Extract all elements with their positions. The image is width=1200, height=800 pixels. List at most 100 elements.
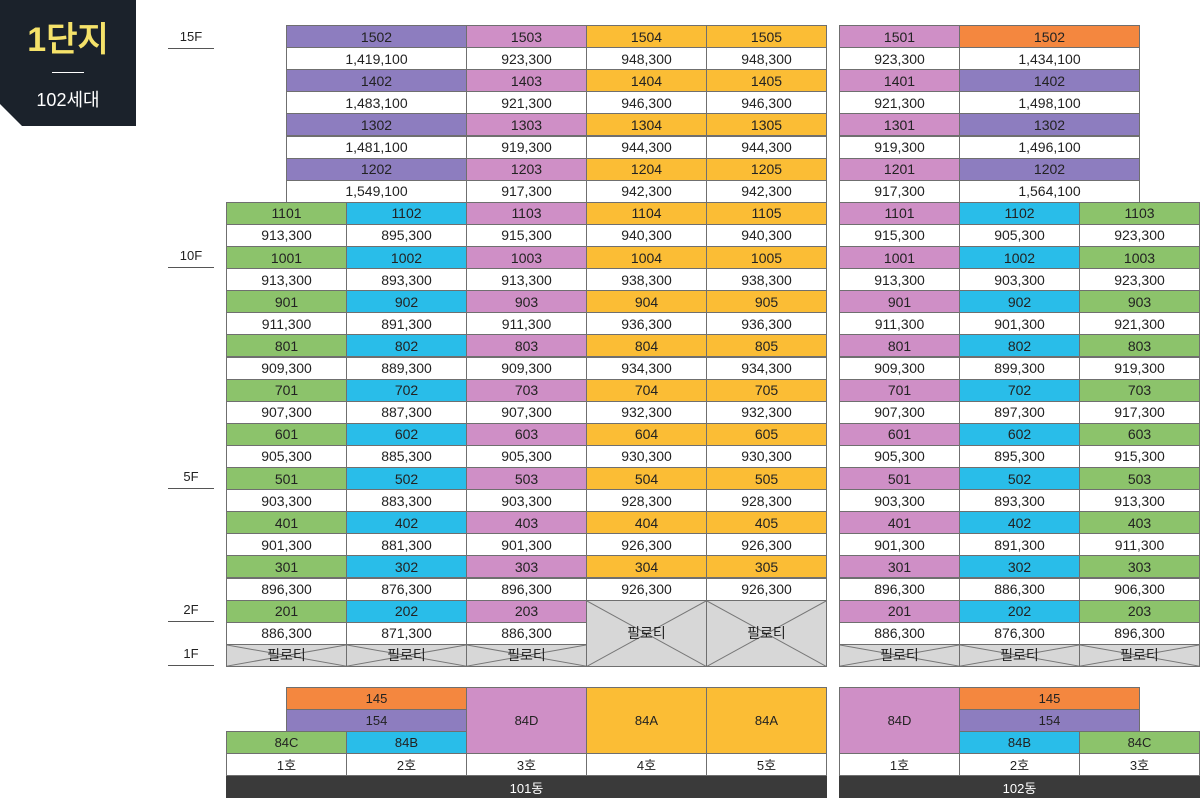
unit-cell: 1003 [466,246,587,270]
pilotis-label: 필로티 [387,647,426,664]
unit-cell: 803 [1079,334,1200,358]
unit-cell: 1101 [226,201,347,225]
price-cell: 936,300 [706,312,827,336]
pilotis-101-2: 필로티 [346,643,467,667]
price-cell: 903,300 [466,489,587,513]
unit-cell: 1304 [586,113,707,137]
unit-cell: 1001 [839,246,960,270]
unit-cell: 702 [346,378,467,402]
unit-cell: 401 [226,511,347,535]
price-cell: 930,300 [706,444,827,468]
unit-cell: 304 [586,555,707,579]
unit-cell: 1501 [839,25,960,49]
price-cell: 921,300 [1079,312,1200,336]
price-cell: 926,300 [586,577,707,601]
price-cell: 891,300 [346,312,467,336]
price-cell: 896,300 [226,577,347,601]
price-cell: 919,300 [466,135,587,159]
price-cell: 915,300 [1079,444,1200,468]
price-cell: 905,300 [839,444,960,468]
unit-cell: 504 [586,467,707,491]
price-cell: 901,300 [466,533,587,557]
price-cell: 895,300 [959,444,1080,468]
unit-cell: 801 [226,334,347,358]
unit-cell: 1301 [839,113,960,137]
price-cell: 887,300 [346,400,467,424]
legend-154-101: 154 [286,709,467,732]
price-cell: 909,300 [466,356,587,380]
price-cell: 876,300 [959,621,1080,645]
price-cell: 936,300 [586,312,707,336]
household-count: 102세대 [36,90,100,110]
unit-cell: 201 [226,599,347,623]
unit-cell: 203 [1079,599,1200,623]
price-cell: 948,300 [586,47,707,71]
unit-cell: 302 [346,555,467,579]
price-cell: 901,300 [226,533,347,557]
price-cell: 901,300 [839,533,960,557]
price-cell: 926,300 [706,533,827,557]
unit-cell: 704 [586,378,707,402]
complex-badge: 1단지 102세대 [0,0,136,126]
legend-154-102: 154 [959,709,1140,732]
unit-cell: 901 [839,290,960,314]
unit-cell: 1202 [286,157,467,181]
unit-cell: 1405 [706,69,827,93]
price-cell: 942,300 [706,179,827,203]
unit-cell: 1502 [286,25,467,49]
price-cell: 934,300 [586,356,707,380]
pilotis-101-3: 필로티 [466,643,587,667]
price-cell: 871,300 [346,621,467,645]
unit-cell: 201 [839,599,960,623]
unit-cell: 305 [706,555,827,579]
unit-cell: 1201 [839,157,960,181]
unit-cell: 703 [466,378,587,402]
unit-cell: 804 [586,334,707,358]
floor-label-2f: 2F [168,599,214,622]
legend-84d-101: 84D [466,687,587,754]
price-cell: 913,300 [466,268,587,292]
unit-cell: 905 [706,290,827,314]
legend-84d-102: 84D [839,687,960,754]
price-cell: 913,300 [839,268,960,292]
unit-cell: 1103 [466,201,587,225]
legend-84b-101: 84B [346,731,467,754]
price-cell: 886,300 [839,621,960,645]
unit-cell: 1504 [586,25,707,49]
price-cell: 946,300 [586,91,707,115]
floor-label-5f: 5F [168,466,214,489]
legend-145-102: 145 [959,687,1140,710]
price-cell: 932,300 [706,400,827,424]
unit-label-102-1: 1호 [839,753,960,776]
unit-cell: 1104 [586,201,707,225]
unit-cell: 1004 [586,246,707,270]
price-cell: 938,300 [706,268,827,292]
unit-cell: 503 [466,467,587,491]
price-cell: 917,300 [466,179,587,203]
price-cell: 903,300 [959,268,1080,292]
unit-cell: 604 [586,422,707,446]
price-cell: 946,300 [706,91,827,115]
unit-cell: 1105 [706,201,827,225]
unit-cell: 602 [959,422,1080,446]
price-cell: 909,300 [839,356,960,380]
price-cell: 896,300 [839,577,960,601]
price-cell: 934,300 [706,356,827,380]
price-cell: 905,300 [959,223,1080,247]
price-cell: 919,300 [839,135,960,159]
price-cell: 923,300 [1079,268,1200,292]
unit-cell: 1505 [706,25,827,49]
unit-cell: 802 [346,334,467,358]
floor-label-1f: 1F [168,643,214,666]
price-cell: 899,300 [959,356,1080,380]
price-cell: 911,300 [1079,533,1200,557]
unit-cell: 701 [839,378,960,402]
unit-cell: 1003 [1079,246,1200,270]
pilotis-102-2: 필로티 [959,643,1080,667]
price-cell: 893,300 [346,268,467,292]
unit-label-102-2: 2호 [959,753,1080,776]
price-cell: 930,300 [586,444,707,468]
unit-label-101-3: 3호 [466,753,587,776]
price-cell: 923,300 [839,47,960,71]
unit-cell: 405 [706,511,827,535]
